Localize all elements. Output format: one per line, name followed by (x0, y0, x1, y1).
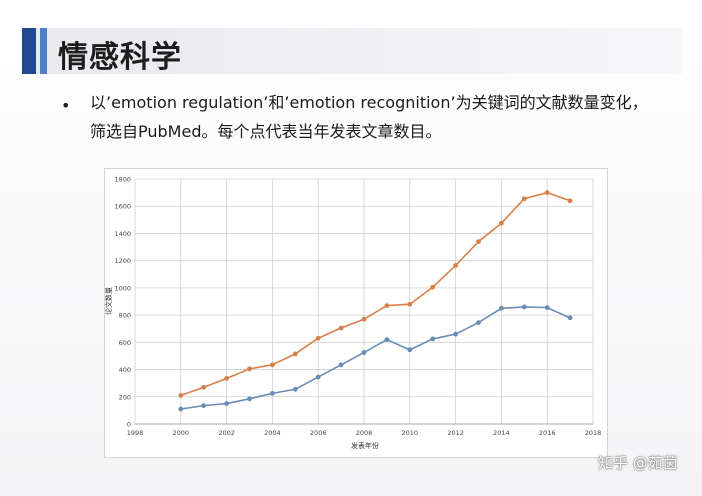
chart-frame: 0 200 400 600 800 1000 1200 1400 1600 1800 1998 200… (104, 168, 608, 458)
data-point-series-1 (270, 362, 275, 368)
y-tick-label: 600 (119, 339, 131, 347)
y-axis-label: 论文数量 (105, 287, 113, 315)
data-point-series-1 (224, 376, 229, 381)
data-point-series-2 (315, 374, 321, 380)
data-point-series-1 (315, 335, 321, 341)
axes: 0 200 400 600 800 1000 1200 1400 1600 1800 1998 200… (114, 176, 601, 438)
x-tick-label: 2002 (218, 429, 235, 437)
y-tick-label: 200 (119, 393, 131, 401)
data-point-series-1 (499, 220, 504, 226)
data-point-series-1 (567, 198, 573, 204)
y-tick-label: 1800 (114, 176, 131, 184)
data-point-series-1 (178, 393, 184, 398)
watermark: 知乎 @茹茵 (598, 454, 678, 472)
data-point-series-2 (476, 320, 481, 325)
data-point-series-2 (361, 350, 367, 355)
data-point-series-2 (224, 401, 229, 406)
title-bar (22, 28, 682, 74)
series (178, 190, 573, 412)
data-point-series-2 (178, 406, 184, 412)
x-axis-label: 发表年份 (351, 441, 379, 450)
series-line-1 (180, 191, 571, 397)
data-point-series-2 (453, 331, 458, 337)
data-point-series-1 (544, 190, 550, 196)
data-point-series-2 (292, 386, 298, 392)
data-point-series-2 (499, 305, 504, 311)
y-tick-label: 800 (119, 312, 131, 320)
x-tick-label: 2006 (310, 429, 327, 437)
data-point-series-1 (521, 196, 527, 202)
data-point-series-2 (247, 396, 252, 402)
y-tick-label: 1000 (114, 284, 131, 292)
data-point-series-2 (407, 347, 413, 353)
data-point-series-2 (201, 403, 207, 409)
data-point-series-1 (430, 284, 436, 290)
data-point-series-1 (407, 301, 413, 307)
x-tick-label: 2010 (402, 429, 419, 437)
y-tick-label: 400 (119, 366, 131, 374)
slide-title: 情感科学 (58, 40, 182, 75)
title-accent-bar-secondary (40, 28, 47, 74)
x-tick-label: 2004 (264, 429, 281, 437)
data-point-series-1 (476, 239, 481, 245)
series-line-2 (180, 306, 571, 410)
x-tick-label: 1998 (127, 429, 144, 437)
line-chart: 0 200 400 600 800 1000 1200 1400 1600 1800 1998 200… (104, 176, 601, 451)
data-point-series-1 (453, 263, 458, 268)
y-tick-label: 1400 (114, 230, 131, 238)
x-tick-label: 2014 (493, 429, 510, 437)
data-point-series-2 (544, 305, 550, 311)
data-point-series-2 (567, 315, 573, 321)
x-tick-label: 2016 (539, 429, 556, 437)
x-tick-label: 2000 (173, 429, 190, 437)
data-point-series-1 (338, 325, 344, 331)
data-point-series-2 (338, 362, 344, 368)
y-tick-label: 1600 (114, 203, 131, 211)
bullet-icon: • (61, 96, 71, 115)
y-tick-label: 1200 (114, 257, 131, 265)
title-accent-bar (22, 28, 36, 74)
bullet-text: 以’emotion regulation’和’emotion recogniti… (90, 93, 648, 141)
x-tick-label: 2018 (585, 429, 602, 437)
data-point-series-2 (521, 304, 527, 310)
data-point-series-1 (292, 351, 298, 357)
data-point-series-1 (247, 366, 252, 372)
data-point-series-1 (361, 316, 367, 322)
x-tick-label: 2008 (356, 429, 373, 437)
data-point-series-2 (270, 390, 275, 396)
grid (134, 178, 594, 425)
x-tick-label: 2012 (447, 429, 464, 437)
data-point-series-1 (384, 303, 390, 308)
y-tick-label: 0 (127, 421, 131, 429)
data-point-series-1 (201, 384, 207, 390)
data-point-series-2 (384, 337, 390, 343)
data-point-series-2 (430, 336, 436, 342)
